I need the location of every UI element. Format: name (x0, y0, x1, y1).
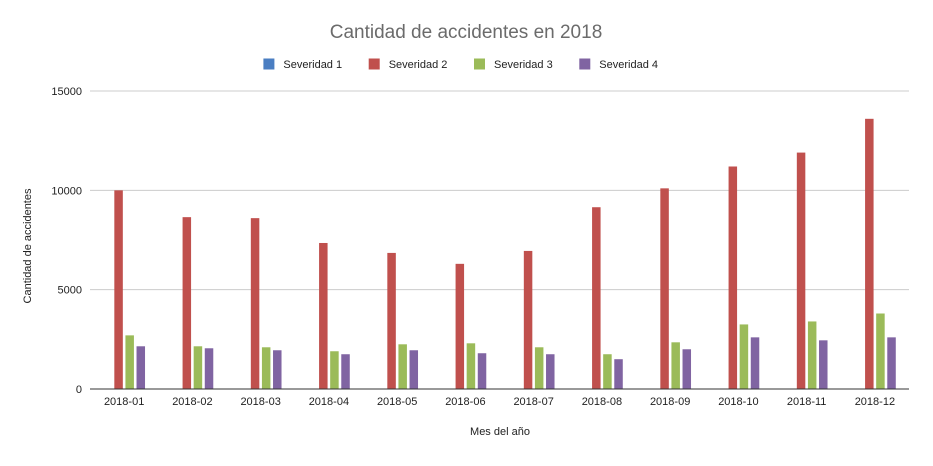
x-tick-label: 2018-12 (855, 396, 895, 408)
bar (477, 353, 487, 389)
bar (250, 218, 260, 389)
legend-swatch (474, 58, 485, 70)
x-tick-label: 2018-04 (309, 396, 349, 408)
y-tick-label: 10000 (51, 185, 82, 197)
x-axis-label: Mes del año (470, 426, 530, 438)
legend-label: Severidad 4 (599, 59, 658, 71)
y-tick-label: 15000 (51, 86, 82, 98)
bar (273, 350, 282, 389)
bar (409, 350, 419, 389)
bar (603, 354, 612, 389)
bar (341, 354, 350, 389)
legend-item: Severidad 1 (263, 58, 342, 71)
x-tick-label: 2018-03 (240, 396, 280, 408)
legend-label: Severidad 1 (283, 59, 342, 71)
bars (114, 118, 896, 390)
bar (319, 242, 328, 389)
bar (261, 347, 271, 389)
bar (807, 321, 817, 389)
bar (750, 337, 760, 389)
bar (546, 354, 555, 389)
bar (819, 340, 828, 389)
x-tick-label: 2018-09 (650, 396, 690, 408)
bar (114, 190, 123, 389)
bar (592, 207, 601, 389)
chart-title: Cantidad de accidentes en 2018 (330, 22, 603, 43)
x-tick-label: 2018-05 (377, 396, 417, 408)
bar (398, 344, 407, 389)
x-tick-label: 2018-07 (513, 396, 553, 408)
legend-item: Severidad 4 (579, 58, 658, 71)
bar (739, 324, 749, 389)
legend-item: Severidad 2 (368, 58, 448, 71)
bar (796, 152, 806, 389)
bar (204, 348, 214, 389)
bar (682, 349, 692, 389)
bar (125, 335, 134, 389)
x-axis-ticks: 2018-01 2018-02 2018-03 2018-04 2018-05 2018-… (104, 396, 895, 408)
bar (865, 118, 874, 390)
y-axis-ticks: 0 5000 10000 15000 (51, 86, 82, 396)
legend-label: Severidad 3 (494, 59, 553, 71)
legend-item: Severidad 3 (474, 58, 553, 71)
bar (728, 166, 738, 389)
bar (330, 351, 339, 389)
legend-swatch (263, 58, 275, 70)
legend: Severidad 1 Severidad 2 Severidad 3 Severid… (263, 58, 658, 71)
y-tick-label: 5000 (58, 285, 82, 297)
bar (193, 346, 203, 389)
bar (136, 346, 146, 389)
bar (660, 188, 669, 389)
bar (466, 343, 476, 389)
bar (182, 217, 192, 389)
legend-swatch (579, 58, 591, 70)
bar (614, 359, 623, 389)
x-tick-label: 2018-06 (445, 396, 485, 408)
bar (387, 252, 396, 389)
x-tick-label: 2018-02 (172, 396, 212, 408)
y-tick-label: 0 (76, 384, 82, 396)
bar (671, 342, 680, 389)
bar (876, 313, 885, 389)
y-axis-label: Cantidad de accidentes (22, 188, 34, 303)
x-tick-label: 2018-08 (582, 396, 622, 408)
legend-swatch (368, 58, 380, 70)
x-tick-label: 2018-01 (104, 396, 144, 408)
bar (455, 263, 465, 389)
x-tick-label: 2018-10 (718, 396, 758, 408)
gridlines (90, 90, 909, 291)
bar (534, 347, 544, 389)
bar (523, 250, 533, 389)
x-tick-label: 2018-11 (787, 396, 827, 408)
legend-label: Severidad 2 (389, 59, 448, 71)
bar (887, 337, 896, 389)
